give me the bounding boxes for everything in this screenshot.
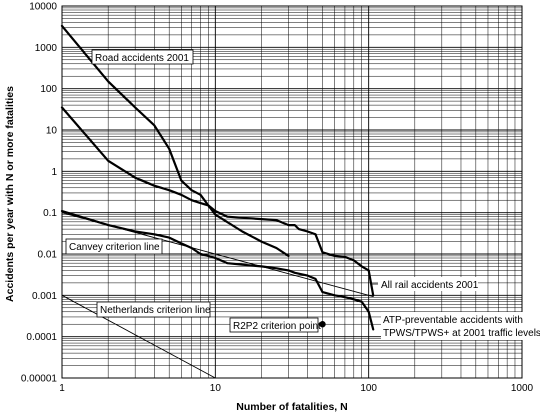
svg-text:Road accidents 2001: Road accidents 2001 bbox=[95, 53, 189, 64]
tick-labels: 1 10 100 1000 10000 1000 100 10 1 0.1 0.01 0.001 0.0… bbox=[21, 2, 534, 395]
y-tick-label: 0.1 bbox=[43, 208, 57, 219]
series-group bbox=[60, 24, 375, 379]
all-rail-accidents-label: All rail accidents 2001 bbox=[372, 277, 479, 291]
netherlands-criterion-label: Netherlands criterion line bbox=[96, 301, 211, 318]
y-axis-title: Accidents per year with N or more fatali… bbox=[4, 86, 16, 302]
y-tick-label: 0.00001 bbox=[21, 374, 58, 385]
x-tick-label: 10 bbox=[210, 383, 222, 394]
svg-text:TPWS/TPWS+ at 2001 traffic lev: TPWS/TPWS+ at 2001 traffic levels bbox=[383, 328, 540, 339]
y-tick-label: 0.001 bbox=[32, 291, 57, 302]
atp-preventable-label: ATP-preventable accidents with TPWS/TPWS… bbox=[381, 312, 540, 340]
svg-text:R2P2 criterion point: R2P2 criterion point bbox=[233, 321, 321, 332]
series-line-all-rail-accidents-2001 bbox=[60, 106, 375, 297]
svg-text:Netherlands criterion line: Netherlands criterion line bbox=[100, 305, 211, 316]
x-axis-title: Number of fatalities, N bbox=[236, 401, 347, 413]
y-tick-label: 0.0001 bbox=[26, 332, 57, 343]
y-tick-label: 10000 bbox=[29, 2, 57, 13]
r2p2-criterion-label: R2P2 criterion point bbox=[229, 317, 321, 333]
x-tick-label: 100 bbox=[360, 383, 377, 394]
svg-text:All rail accidents 2001: All rail accidents 2001 bbox=[381, 280, 479, 291]
series-line-road-accidents-2001 bbox=[60, 24, 290, 257]
y-tick-label: 1 bbox=[51, 167, 57, 178]
y-tick-label: 0.01 bbox=[38, 250, 58, 261]
y-tick-label: 1000 bbox=[35, 43, 58, 54]
series-line-netherlands-criterion-line bbox=[61, 294, 216, 379]
y-tick-label: 10 bbox=[46, 126, 58, 137]
road-accidents-label: Road accidents 2001 bbox=[91, 49, 194, 65]
svg-text:Canvey criterion line: Canvey criterion line bbox=[69, 242, 160, 253]
canvey-criterion-label: Canvey criterion line bbox=[65, 238, 163, 255]
y-tick-label: 100 bbox=[40, 84, 57, 95]
svg-text:ATP-preventable accidents with: ATP-preventable accidents with bbox=[383, 315, 523, 326]
r2p2-criterion-point bbox=[319, 321, 326, 328]
x-tick-label: 1 bbox=[59, 383, 65, 394]
series-line-canvey-criterion-line bbox=[61, 212, 374, 298]
x-tick-label: 1000 bbox=[511, 383, 534, 394]
plot-frame bbox=[61, 5, 523, 379]
